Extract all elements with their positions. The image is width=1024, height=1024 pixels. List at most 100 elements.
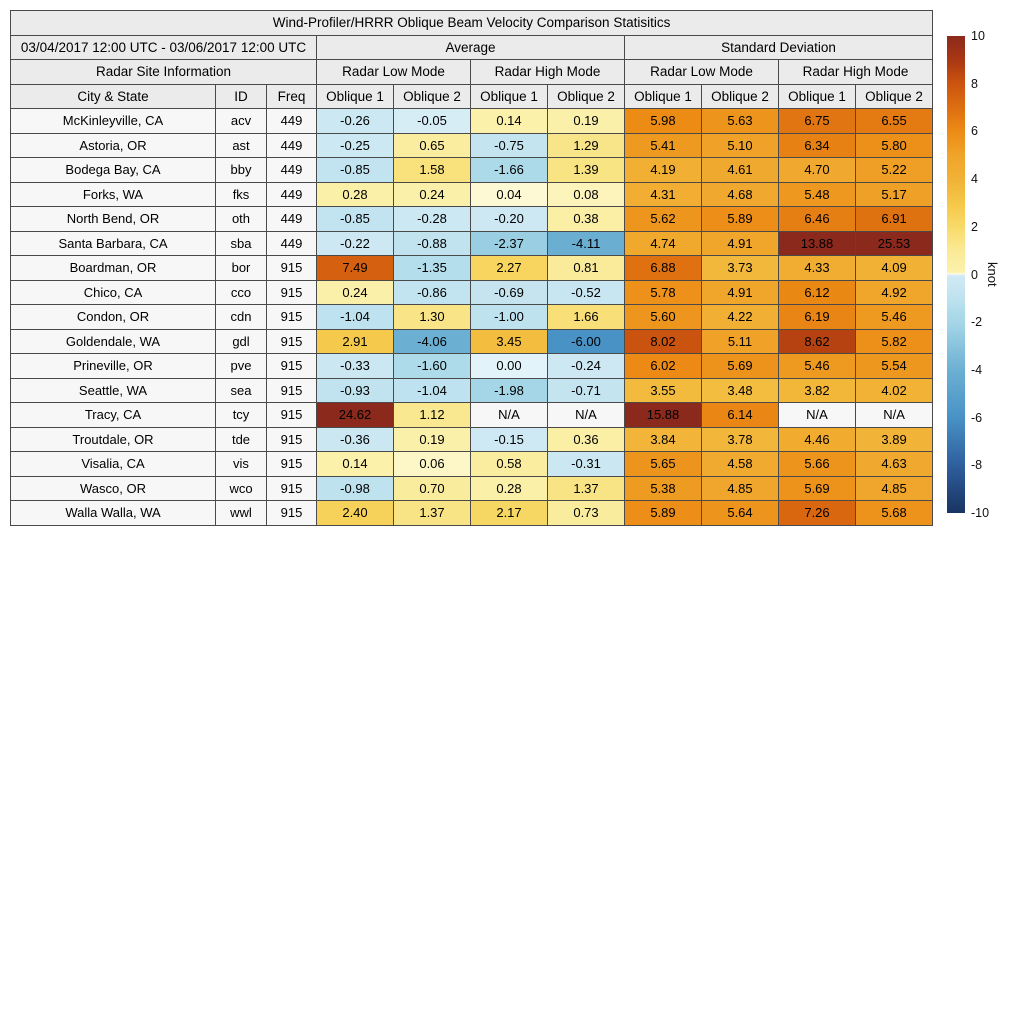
value-cell: 4.61 [701, 157, 779, 183]
value-cell: 6.46 [778, 206, 856, 232]
value-cell: -1.66 [470, 157, 548, 183]
site-id-cell: oth [215, 206, 267, 232]
value-cell: 4.74 [624, 230, 702, 256]
value-cell: 5.17 [854, 181, 934, 207]
value-cell: 0.65 [393, 132, 471, 158]
group-header-row: 03/04/2017 12:00 UTC - 03/06/2017 12:00 … [10, 34, 934, 60]
value-cell: 5.66 [778, 451, 856, 477]
value-cell: 4.70 [778, 157, 856, 183]
value-cell: 25.53 [854, 230, 934, 256]
column-header-id: ID [215, 83, 267, 109]
value-cell: 1.66 [547, 304, 625, 330]
table-row: Walla Walla, WA wwl 915 2.40 1.37 2.17 0.73 5.8… [10, 500, 934, 526]
value-cell: 6.88 [624, 255, 702, 281]
date-range-cell: 03/04/2017 12:00 UTC - 03/06/2017 12:00 … [10, 34, 317, 60]
value-cell: 1.12 [393, 402, 471, 428]
mode-header-avg-low: Radar Low Mode [316, 59, 471, 85]
site-info-header: Radar Site Information [10, 59, 317, 85]
value-cell: 4.63 [854, 451, 934, 477]
value-cell: 4.91 [701, 279, 779, 305]
city-cell: Condon, OR [10, 304, 216, 330]
value-cell: 0.36 [547, 426, 625, 452]
value-cell: 0.00 [470, 353, 548, 379]
value-cell: 4.22 [701, 304, 779, 330]
freq-cell: 915 [266, 279, 317, 305]
freq-cell: 915 [266, 475, 317, 501]
freq-cell: 915 [266, 377, 317, 403]
value-cell: 5.22 [854, 157, 934, 183]
site-id-cell: acv [215, 108, 267, 134]
value-cell: 3.89 [854, 426, 934, 452]
value-cell: 5.69 [701, 353, 779, 379]
column-header-oblique: Oblique 2 [701, 83, 779, 109]
value-cell: 6.75 [778, 108, 856, 134]
freq-cell: 915 [266, 304, 317, 330]
freq-cell: 449 [266, 206, 317, 232]
value-cell: 15.88 [624, 402, 702, 428]
value-cell: -0.26 [316, 108, 394, 134]
average-group-header: Average [316, 34, 625, 60]
value-cell: 5.82 [854, 328, 934, 354]
colorbar-tick-label: -6 [971, 410, 983, 425]
city-cell: Seattle, WA [10, 377, 216, 403]
value-cell: 5.41 [624, 132, 702, 158]
value-cell: 2.17 [470, 500, 548, 526]
value-cell: -0.93 [316, 377, 394, 403]
value-cell: 5.78 [624, 279, 702, 305]
table-row: North Bend, OR oth 449 -0.85 -0.28 -0.20 0.38 5… [10, 206, 934, 232]
city-cell: McKinleyville, CA [10, 108, 216, 134]
value-cell: 0.70 [393, 475, 471, 501]
column-header-oblique: Oblique 2 [547, 83, 625, 109]
colorbar-unit-text: knot [985, 262, 1000, 287]
freq-cell: 449 [266, 108, 317, 134]
table-row: Forks, WA fks 449 0.28 0.24 0.04 0.08 4.31 4.68 5… [10, 181, 934, 207]
value-cell: 0.06 [393, 451, 471, 477]
value-cell: 0.58 [470, 451, 548, 477]
city-cell: Bodega Bay, CA [10, 157, 216, 183]
city-cell: Forks, WA [10, 181, 216, 207]
site-id-cell: cco [215, 279, 267, 305]
table-row: Chico, CA cco 915 0.24 -0.86 -0.69 -0.52 5.78 4.… [10, 279, 934, 305]
value-cell: 6.91 [854, 206, 934, 232]
value-cell: -0.28 [393, 206, 471, 232]
value-cell: 0.14 [316, 451, 394, 477]
value-cell: -0.86 [393, 279, 471, 305]
column-header-oblique: Oblique 1 [624, 83, 702, 109]
value-cell: -0.52 [547, 279, 625, 305]
table-row: Condon, OR cdn 915 -1.04 1.30 -1.00 1.66 5.60 4.… [10, 304, 934, 330]
value-cell: 0.28 [316, 181, 394, 207]
value-cell: 1.37 [393, 500, 471, 526]
freq-cell: 915 [266, 255, 317, 281]
value-cell: 0.24 [316, 279, 394, 305]
city-cell: Visalia, CA [10, 451, 216, 477]
value-cell: -2.37 [470, 230, 548, 256]
value-cell: N/A [854, 402, 934, 428]
freq-cell: 915 [266, 328, 317, 354]
site-id-cell: sba [215, 230, 267, 256]
freq-cell: 449 [266, 181, 317, 207]
mode-header-row: Radar Site Information Radar Low Mode Ra… [10, 59, 934, 85]
site-id-cell: gdl [215, 328, 267, 354]
value-cell: 6.19 [778, 304, 856, 330]
table-row: Visalia, CA vis 915 0.14 0.06 0.58 -0.31 5.65 4.… [10, 451, 934, 477]
value-cell: 5.46 [854, 304, 934, 330]
value-cell: 0.14 [470, 108, 548, 134]
table-row: Boardman, OR bor 915 7.49 -1.35 2.27 0.81 6.88 3… [10, 255, 934, 281]
site-id-cell: sea [215, 377, 267, 403]
table-row: Santa Barbara, CA sba 449 -0.22 -0.88 -2.37 -4… [10, 230, 934, 256]
site-id-cell: tde [215, 426, 267, 452]
freq-cell: 915 [266, 500, 317, 526]
value-cell: 5.63 [701, 108, 779, 134]
value-cell: -0.85 [316, 157, 394, 183]
site-id-cell: tcy [215, 402, 267, 428]
value-cell: -0.36 [316, 426, 394, 452]
freq-cell: 449 [266, 132, 317, 158]
value-cell: 3.55 [624, 377, 702, 403]
value-cell: 3.48 [701, 377, 779, 403]
value-cell: 5.98 [624, 108, 702, 134]
value-cell: -0.33 [316, 353, 394, 379]
value-cell: -1.60 [393, 353, 471, 379]
value-cell: 2.91 [316, 328, 394, 354]
value-cell: 5.68 [854, 500, 934, 526]
value-cell: 4.91 [701, 230, 779, 256]
